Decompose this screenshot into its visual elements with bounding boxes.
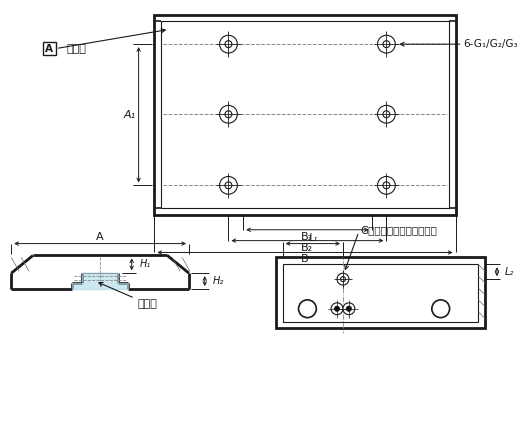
Circle shape [225, 41, 232, 48]
Text: G（オイルコネクション）: G（オイルコネクション） [361, 225, 438, 235]
Bar [43, 42, 56, 55]
Circle shape [378, 35, 395, 53]
Circle shape [343, 303, 355, 315]
Bar [276, 258, 485, 329]
Circle shape [432, 300, 450, 318]
Circle shape [331, 303, 343, 315]
Circle shape [220, 35, 237, 53]
Text: L₂: L₂ [505, 267, 514, 277]
Circle shape [346, 306, 351, 311]
Text: B₂: B₂ [301, 242, 313, 253]
Bar [282, 264, 478, 321]
Circle shape [378, 176, 395, 194]
Text: レール: レール [99, 283, 157, 309]
Text: H₂: H₂ [213, 276, 224, 286]
Bar [154, 14, 455, 215]
Text: A: A [45, 44, 53, 54]
Text: 6-G₁/G₂/G₃: 6-G₁/G₂/G₃ [463, 39, 518, 49]
Circle shape [340, 277, 345, 282]
Circle shape [383, 41, 390, 48]
Circle shape [378, 105, 395, 123]
Circle shape [337, 273, 349, 285]
Text: L₁: L₁ [308, 233, 318, 243]
Text: シール: シール [66, 44, 86, 54]
Circle shape [383, 182, 390, 189]
Text: B₃: B₃ [301, 232, 313, 242]
Bar [161, 22, 448, 208]
Circle shape [335, 306, 339, 311]
Circle shape [225, 111, 232, 118]
Text: A₁: A₁ [123, 110, 136, 120]
Polygon shape [72, 273, 128, 289]
Circle shape [220, 176, 237, 194]
Text: H₁: H₁ [139, 259, 151, 269]
Circle shape [225, 182, 232, 189]
Text: B: B [301, 254, 309, 264]
Circle shape [298, 300, 317, 318]
Circle shape [383, 111, 390, 118]
Circle shape [220, 105, 237, 123]
Polygon shape [11, 255, 189, 289]
Text: A: A [96, 232, 104, 242]
